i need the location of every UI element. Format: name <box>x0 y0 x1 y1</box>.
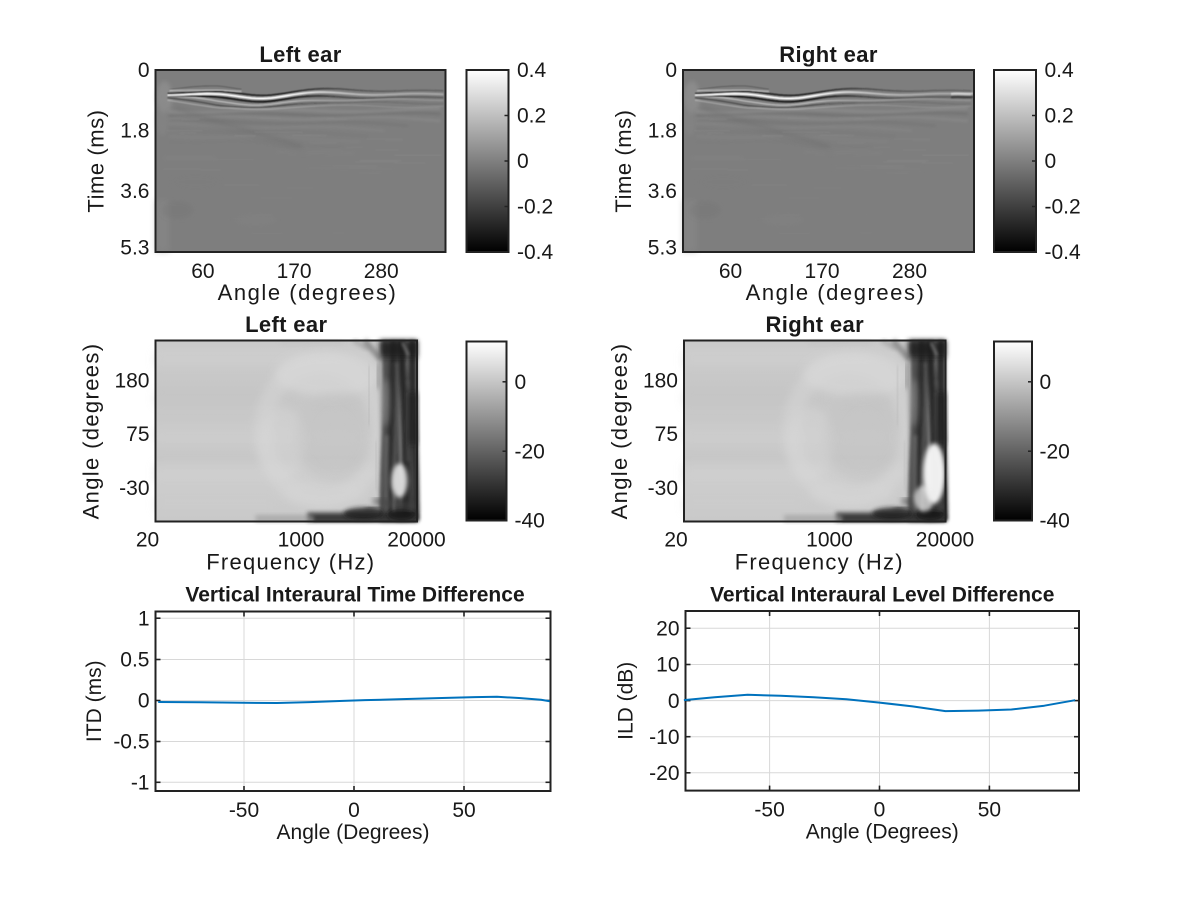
svg-text:0.4: 0.4 <box>1045 59 1075 82</box>
svg-text:-30: -30 <box>119 477 149 500</box>
svg-text:0: 0 <box>1045 150 1057 173</box>
svg-text:20: 20 <box>136 529 159 552</box>
svg-text:10: 10 <box>656 654 679 677</box>
svg-text:50: 50 <box>978 799 1001 822</box>
svg-text:Frequency (Hz): Frequency (Hz) <box>206 550 375 575</box>
svg-text:170: 170 <box>805 260 840 283</box>
svg-text:0: 0 <box>665 59 677 82</box>
svg-text:Time (ms): Time (ms) <box>84 109 109 212</box>
svg-text:20000: 20000 <box>916 529 974 552</box>
svg-text:20: 20 <box>664 529 687 552</box>
svg-text:75: 75 <box>126 423 149 446</box>
svg-text:0.5: 0.5 <box>120 649 149 672</box>
svg-text:280: 280 <box>364 260 399 283</box>
svg-text:0: 0 <box>874 799 886 822</box>
svg-text:-20: -20 <box>649 762 679 785</box>
svg-text:-1: -1 <box>131 772 150 795</box>
svg-text:Right ear: Right ear <box>766 312 865 337</box>
svg-text:20000: 20000 <box>387 529 445 552</box>
svg-text:Angle (degrees): Angle (degrees) <box>218 280 398 305</box>
svg-text:-30: -30 <box>648 477 678 500</box>
svg-text:Left ear: Left ear <box>245 312 327 337</box>
svg-text:0: 0 <box>138 59 150 82</box>
svg-text:50: 50 <box>452 799 475 822</box>
svg-text:0: 0 <box>138 690 150 713</box>
svg-text:Angle (degrees): Angle (degrees) <box>79 343 104 520</box>
svg-text:1.8: 1.8 <box>120 119 149 142</box>
svg-text:60: 60 <box>191 260 214 283</box>
svg-text:180: 180 <box>114 370 149 393</box>
svg-text:Vertical Interaural Level Diff: Vertical Interaural Level Difference <box>710 583 1054 606</box>
svg-text:0.2: 0.2 <box>517 105 546 128</box>
svg-text:0: 0 <box>515 371 527 394</box>
svg-text:Frequency (Hz): Frequency (Hz) <box>735 550 904 575</box>
svg-text:Vertical Interaural Time Diffe: Vertical Interaural Time Difference <box>185 584 524 607</box>
svg-text:-0.4: -0.4 <box>517 241 554 264</box>
svg-text:0.2: 0.2 <box>1045 105 1074 128</box>
svg-text:Right ear: Right ear <box>779 42 878 67</box>
svg-text:-0.4: -0.4 <box>1045 241 1082 264</box>
svg-text:3.6: 3.6 <box>648 180 677 203</box>
svg-text:Angle (Degrees): Angle (Degrees) <box>277 821 430 844</box>
svg-text:-10: -10 <box>649 726 679 749</box>
svg-text:Angle (degrees): Angle (degrees) <box>607 343 632 520</box>
svg-text:-50: -50 <box>229 799 259 822</box>
svg-text:ILD (dB): ILD (dB) <box>615 662 638 740</box>
svg-text:1000: 1000 <box>278 529 325 552</box>
svg-text:0: 0 <box>517 150 529 173</box>
svg-text:170: 170 <box>277 260 312 283</box>
svg-text:Time (ms): Time (ms) <box>611 109 636 212</box>
svg-text:5.3: 5.3 <box>648 237 677 260</box>
svg-text:0: 0 <box>1040 371 1052 394</box>
svg-text:0: 0 <box>668 690 680 713</box>
svg-text:0.4: 0.4 <box>517 59 547 82</box>
svg-text:5.3: 5.3 <box>120 237 149 260</box>
svg-text:ITD (ms): ITD (ms) <box>83 660 106 742</box>
svg-text:20: 20 <box>656 617 679 640</box>
svg-text:-40: -40 <box>1040 510 1070 533</box>
svg-text:1.8: 1.8 <box>648 119 677 142</box>
svg-text:280: 280 <box>892 260 927 283</box>
svg-text:-20: -20 <box>1040 440 1070 463</box>
svg-text:-0.2: -0.2 <box>1045 196 1081 219</box>
svg-text:Left ear: Left ear <box>259 42 341 67</box>
svg-text:Angle (Degrees): Angle (Degrees) <box>806 821 959 844</box>
svg-text:75: 75 <box>655 423 678 446</box>
svg-text:-50: -50 <box>754 799 784 822</box>
svg-text:1: 1 <box>138 607 150 630</box>
svg-text:60: 60 <box>719 260 742 283</box>
svg-text:-0.5: -0.5 <box>113 731 149 754</box>
svg-text:1000: 1000 <box>806 529 853 552</box>
svg-text:-0.2: -0.2 <box>517 196 553 219</box>
svg-text:-40: -40 <box>515 510 545 533</box>
svg-text:180: 180 <box>643 370 678 393</box>
svg-text:3.6: 3.6 <box>120 180 149 203</box>
svg-text:Angle (degrees): Angle (degrees) <box>746 280 926 305</box>
svg-text:-20: -20 <box>515 440 545 463</box>
svg-text:0: 0 <box>348 799 360 822</box>
